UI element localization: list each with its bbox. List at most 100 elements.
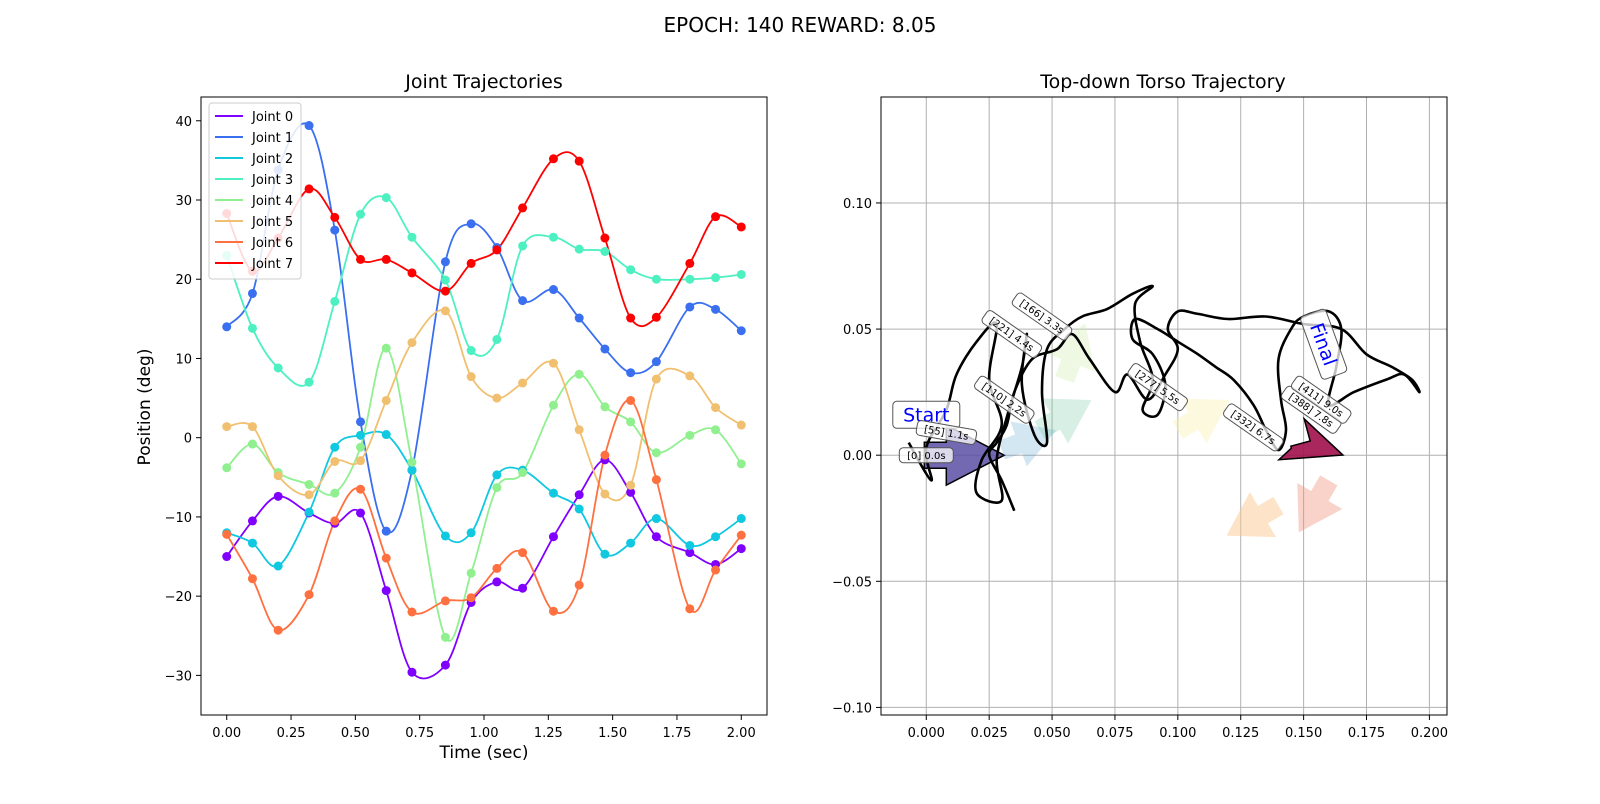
data-point-joint-6 bbox=[685, 604, 695, 614]
figure-suptitle: EPOCH: 140 REWARD: 8.05 bbox=[664, 13, 937, 37]
data-point-joint-4 bbox=[407, 457, 417, 467]
data-point-joint-5 bbox=[407, 338, 417, 348]
torso-trajectory-chart: Top-down Torso Trajectory 0.000 0.025 0.05… bbox=[832, 71, 1448, 741]
data-point-joint-5 bbox=[736, 420, 746, 430]
data-point-joint-5 bbox=[574, 425, 584, 435]
trajectory-label-start: Start bbox=[892, 400, 961, 429]
data-point-joint-6 bbox=[407, 607, 417, 617]
data-point-joint-1 bbox=[736, 326, 746, 336]
data-point-joint-0 bbox=[381, 586, 391, 596]
data-point-joint-4 bbox=[492, 483, 502, 493]
data-point-joint-3 bbox=[651, 274, 661, 284]
data-point-joint-6 bbox=[440, 596, 450, 606]
data-point-joint-6 bbox=[492, 563, 502, 573]
annotation-text: [110] 2.2s bbox=[980, 381, 1028, 419]
annotation-box bbox=[1011, 292, 1073, 341]
data-point-joint-2 bbox=[356, 430, 366, 440]
left-y-axis-label: Position (deg) bbox=[135, 349, 155, 466]
right-x-tick-label: 0.200 bbox=[1411, 726, 1448, 741]
data-point-joint-4 bbox=[574, 369, 584, 379]
data-point-joint-0 bbox=[222, 552, 232, 562]
left-x-tick-label: 1.00 bbox=[470, 726, 499, 741]
left-axis-ticks: 0.00 0.25 0.50 0.75 1.00 1.25 1.50 1.75 2.00 −30 −… bbox=[165, 115, 756, 741]
data-point-joint-0 bbox=[492, 577, 502, 587]
left-x-tick-label: 1.25 bbox=[534, 726, 563, 741]
data-point-joint-4 bbox=[304, 479, 314, 489]
data-point-joint-1 bbox=[626, 368, 636, 378]
time-annotation: [110] 2.2s bbox=[974, 375, 1035, 424]
left-y-tick-label: −10 bbox=[165, 511, 192, 526]
data-point-joint-6 bbox=[330, 516, 340, 526]
data-point-joint-5 bbox=[685, 371, 695, 381]
data-point-joint-7 bbox=[626, 313, 636, 323]
right-x-tick-label: 0.175 bbox=[1348, 726, 1385, 741]
heading-arrow bbox=[1046, 323, 1096, 383]
data-point-joint-7 bbox=[711, 212, 721, 222]
data-point-joint-5 bbox=[381, 395, 391, 405]
data-point-joint-6 bbox=[304, 590, 314, 600]
data-point-joint-4 bbox=[466, 568, 476, 578]
annotation-text: [166] 3.3s bbox=[1017, 298, 1065, 336]
annotation-text: [0] 0.0s bbox=[907, 451, 945, 462]
heading-arrow bbox=[1297, 475, 1343, 533]
data-point-joint-2 bbox=[574, 504, 584, 514]
data-point-joint-5 bbox=[273, 471, 283, 481]
data-point-joint-7 bbox=[440, 286, 450, 296]
data-point-joint-1 bbox=[381, 526, 391, 536]
right-y-tick-label: −0.10 bbox=[832, 701, 872, 716]
legend-box bbox=[208, 102, 302, 280]
data-point-joint-2 bbox=[440, 531, 450, 541]
data-point-joint-3 bbox=[492, 334, 502, 344]
data-point-joint-0 bbox=[407, 667, 417, 677]
series-line-joint-1 bbox=[225, 122, 742, 534]
data-point-joint-3 bbox=[711, 273, 721, 283]
data-point-joint-1 bbox=[304, 121, 314, 131]
annotation-box bbox=[898, 447, 954, 464]
data-point-joint-5 bbox=[711, 403, 721, 413]
legend-label: Joint 5 bbox=[251, 215, 293, 230]
left-x-axis-label: Time (sec) bbox=[439, 743, 529, 763]
data-point-joint-2 bbox=[736, 514, 746, 524]
data-point-joint-1 bbox=[600, 344, 610, 354]
right-x-tick-label: 0.100 bbox=[1159, 726, 1196, 741]
left-x-tick-label: 1.75 bbox=[662, 726, 691, 741]
data-point-joint-6 bbox=[273, 625, 283, 635]
data-point-joint-1 bbox=[440, 257, 450, 267]
annotation-text: [332] 6.7s bbox=[1229, 409, 1277, 447]
data-point-joint-7 bbox=[736, 222, 746, 232]
left-chart-title: Joint Trajectories bbox=[404, 71, 562, 93]
data-point-joint-6 bbox=[466, 593, 476, 603]
data-point-joint-3 bbox=[330, 296, 340, 306]
data-point-joint-3 bbox=[736, 269, 746, 279]
data-point-joint-6 bbox=[600, 450, 610, 460]
data-point-joint-6 bbox=[518, 548, 528, 558]
data-point-joint-2 bbox=[407, 465, 417, 475]
data-point-joint-7 bbox=[651, 312, 661, 322]
series-line-joint-5 bbox=[226, 309, 742, 502]
data-point-joint-0 bbox=[626, 487, 636, 497]
data-point-joint-2 bbox=[381, 430, 391, 440]
data-point-joint-7 bbox=[518, 203, 528, 213]
data-point-joint-7 bbox=[685, 258, 695, 268]
right-x-tick-label: 0.075 bbox=[1096, 726, 1133, 741]
right-grid bbox=[881, 97, 1447, 715]
left-plot-frame bbox=[200, 96, 768, 716]
series-line-joint-7 bbox=[225, 151, 742, 327]
right-x-tick-label: 0.125 bbox=[1222, 726, 1259, 741]
legend: Joint 0 Joint 1 Joint 2 Joint 3 Joint 4 Joint… bbox=[208, 102, 302, 280]
data-point-joint-6 bbox=[381, 553, 391, 563]
data-point-joint-4 bbox=[548, 400, 558, 410]
data-point-joint-3 bbox=[466, 346, 476, 356]
data-point-joint-5 bbox=[651, 374, 661, 384]
joint-trajectories-chart: Joint Trajectories Time (sec) Position (… bbox=[135, 71, 768, 763]
data-point-joint-4 bbox=[381, 343, 391, 353]
right-y-tick-label: 0.05 bbox=[843, 323, 872, 338]
data-point-joint-3 bbox=[407, 232, 417, 242]
data-point-joint-7 bbox=[304, 184, 314, 194]
data-point-joint-1 bbox=[711, 304, 721, 314]
legend-label: Joint 4 bbox=[251, 194, 293, 209]
data-point-joint-0 bbox=[736, 544, 746, 554]
data-point-joint-7 bbox=[600, 233, 610, 243]
data-point-joint-4 bbox=[626, 417, 636, 427]
